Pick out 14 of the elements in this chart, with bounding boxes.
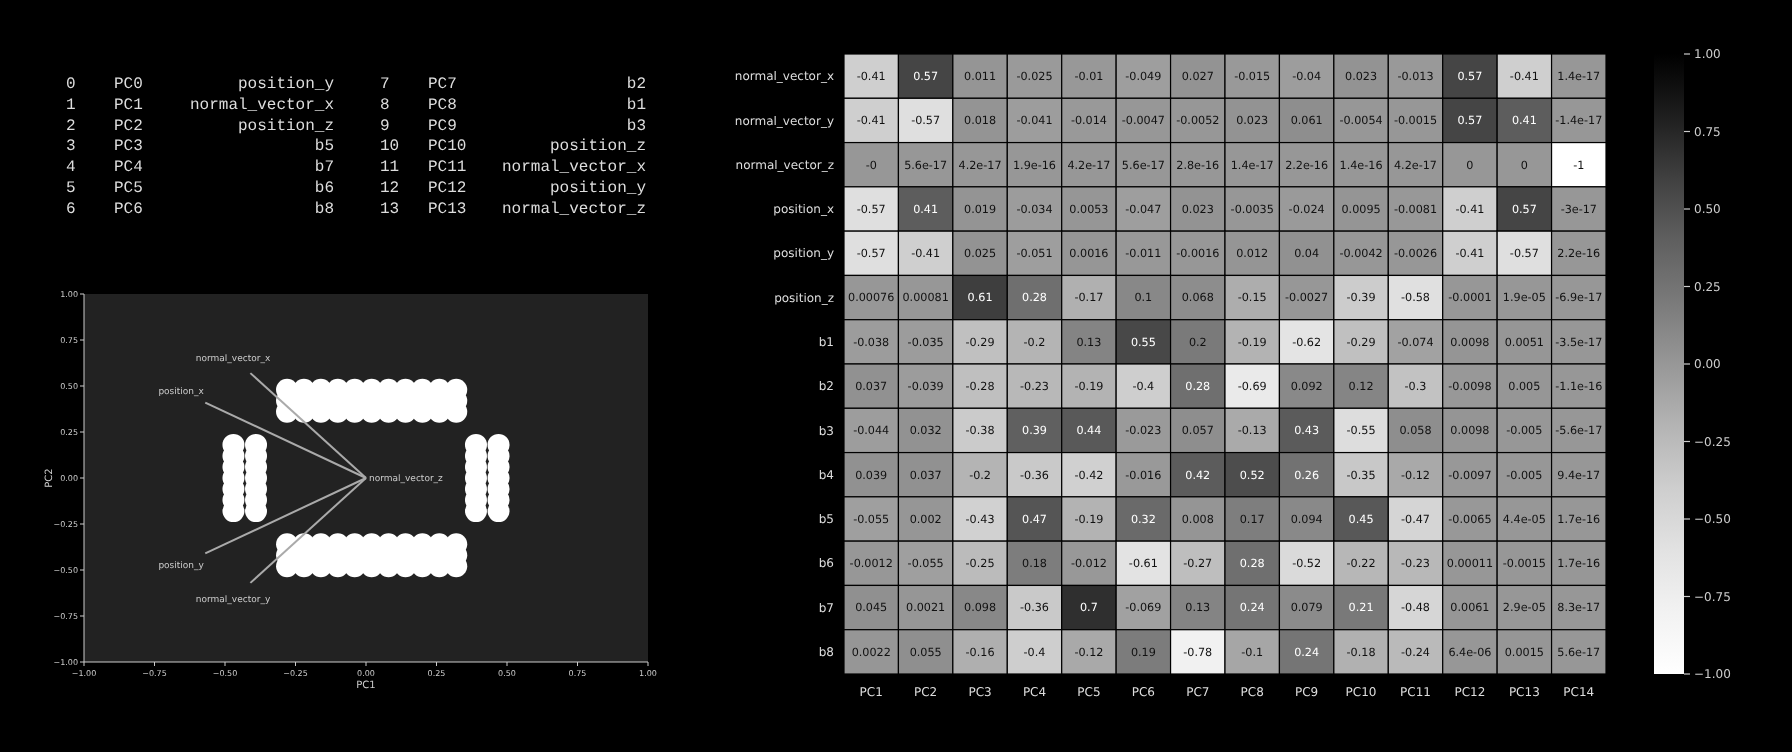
text: 0 PC0 position_y [66,76,334,94]
text: 5 PC5 b6 [66,180,334,198]
text: 3 PC3 b5 [66,138,334,157]
text: 10 PC10 position_z [380,138,646,157]
text: 6 PC6 b8 [66,200,334,219]
text: 13 PC13 normal_vector_z [380,200,646,219]
text: 9 PC9 b3 [380,117,646,136]
text: 8 PC8 b1 [380,96,646,115]
text: 12 PC12 position_y [380,180,646,198]
text: 11 PC11 normal_vector_x [380,159,646,178]
text: 1 PC1 normal_vector_x [66,96,334,115]
text: 4 PC4 b7 [66,159,334,178]
text: 7 PC7 b2 [380,76,646,94]
text: 2 PC2 position_z [66,117,334,136]
